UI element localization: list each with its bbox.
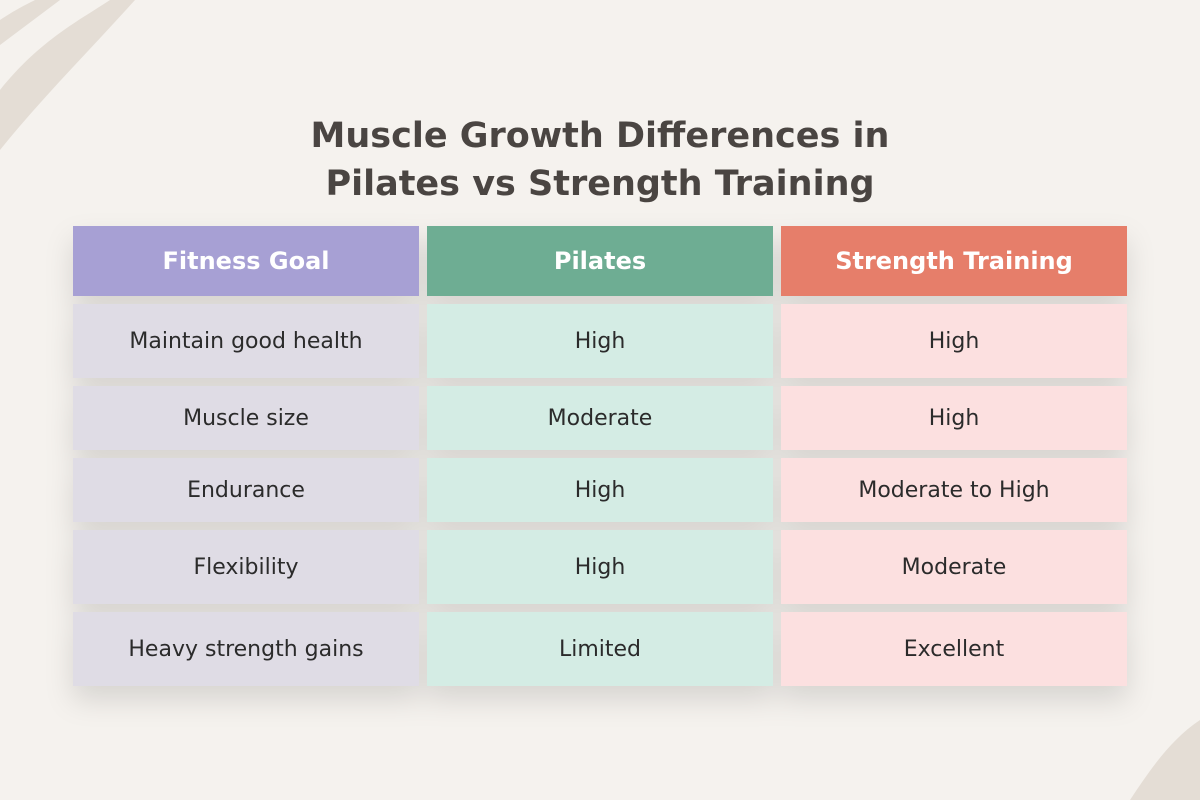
header-cell: Strength Training xyxy=(781,226,1127,296)
title-line: Muscle Growth Differences in xyxy=(310,116,890,156)
table-cell: Moderate xyxy=(427,386,773,450)
table-cell: Flexibility xyxy=(73,530,419,604)
table-cell: High xyxy=(781,304,1127,378)
table-cell: High xyxy=(781,386,1127,450)
table-cell: Heavy strength gains xyxy=(73,612,419,686)
table-cell: Moderate xyxy=(781,530,1127,604)
table-cell: Moderate to High xyxy=(781,458,1127,522)
header-cell: Fitness Goal xyxy=(73,226,419,296)
table-cell: High xyxy=(427,530,773,604)
table-cell: Muscle size xyxy=(73,386,419,450)
comparison-table: Fitness Goal Pilates Strength Training Main… xyxy=(73,226,1127,686)
table-cell: Endurance xyxy=(73,458,419,522)
table-cell: High xyxy=(427,458,773,522)
table-cell: Maintain good health xyxy=(73,304,419,378)
table-cell: High xyxy=(427,304,773,378)
title: Muscle Growth Differences in Pilates vs … xyxy=(0,112,1200,208)
title-line: Pilates vs Strength Training xyxy=(325,164,875,204)
table-cell: Excellent xyxy=(781,612,1127,686)
table-cell: Limited xyxy=(427,612,773,686)
header-cell: Pilates xyxy=(427,226,773,296)
